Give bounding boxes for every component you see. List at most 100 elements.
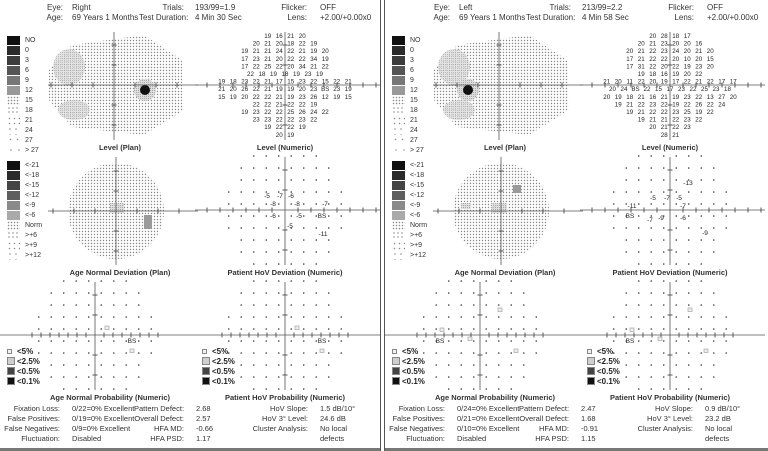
probability-dot	[137, 292, 140, 294]
level-value: 19	[672, 94, 679, 101]
probability-dot	[125, 280, 128, 282]
stat-overall-defect-label: Overall Defect:	[134, 414, 184, 423]
age-deviation-plan-plot	[433, 155, 583, 267]
deviation-dot	[327, 239, 330, 241]
level-value: 22	[672, 124, 679, 131]
level-value: 20	[603, 94, 610, 101]
probability-legend-row: <2.5%	[7, 356, 40, 366]
deviation-value: -11	[628, 203, 637, 210]
level-value: 17	[667, 86, 674, 93]
probability-legend-label: <5%	[402, 346, 419, 356]
stat-pattern-defect: 2.47	[581, 404, 596, 413]
level-value: 21	[264, 86, 271, 93]
probability-dot	[327, 352, 330, 354]
level-value: 21	[695, 48, 702, 55]
level-value: 17	[672, 79, 679, 86]
deviation-dot	[700, 227, 703, 229]
level-value: 22	[264, 94, 271, 101]
level-swatch	[7, 115, 20, 125]
level-swatch	[7, 95, 20, 105]
deviation-value: -8	[294, 201, 300, 208]
probability-dot	[712, 376, 715, 378]
level-value: 22	[310, 117, 317, 124]
deviation-dot	[315, 227, 318, 229]
probability-dot	[62, 316, 65, 318]
level-value: 20	[322, 48, 329, 55]
level-value: 26	[310, 94, 317, 101]
deviation-dot	[662, 191, 665, 193]
level-legend-row: NO	[392, 35, 424, 45]
deviation-legend-label: <-9	[25, 201, 36, 209]
probability-dot	[240, 376, 243, 378]
probability-dot	[290, 304, 293, 306]
probability-legend-label: <0.5%	[17, 366, 40, 376]
deviation-legend-label: <-18	[25, 171, 40, 179]
level-value: 21	[264, 48, 271, 55]
deviation-dot	[340, 191, 343, 193]
probability-dot	[497, 364, 500, 366]
probability-dot	[252, 316, 255, 318]
level-value: 18	[649, 71, 656, 78]
deviation-dot	[327, 227, 330, 229]
probability-swatch	[587, 348, 592, 354]
level-value: 16	[649, 94, 656, 101]
probability-dot	[340, 316, 343, 318]
stat-hfa-psd: 1.17	[196, 434, 211, 443]
level-legend-label: > 27	[410, 146, 424, 154]
probability-dot	[290, 292, 293, 294]
probability-dot	[422, 340, 425, 342]
probability-swatch	[587, 367, 595, 375]
level-value: 22	[707, 101, 714, 108]
level-value: 17	[730, 79, 737, 86]
probability-dot	[650, 292, 653, 294]
deviation-dot	[637, 239, 640, 241]
level-legend-label: 6	[25, 66, 29, 74]
level-value: 17	[626, 56, 633, 63]
deviation-dot	[327, 251, 330, 253]
deviation-dot	[290, 251, 293, 253]
probability-dot	[277, 304, 280, 306]
probability-dot	[447, 328, 450, 330]
level-value: 19	[287, 94, 294, 101]
level-value: 19	[615, 101, 622, 108]
level-legend-row: 15	[392, 95, 424, 105]
level-swatch	[7, 125, 20, 135]
deviation-dot	[290, 167, 293, 169]
level-value: 21	[661, 94, 668, 101]
probability-swatch	[392, 348, 397, 354]
level-value: 20	[276, 132, 283, 139]
level-value: 21	[264, 41, 271, 48]
level-value: 21	[649, 41, 656, 48]
probability-dot	[277, 376, 280, 378]
deviation-value: -7	[680, 203, 686, 210]
probability-dot	[290, 316, 293, 318]
level-numeric-title: Level (Numeric)	[641, 143, 699, 152]
probability-dot	[650, 376, 653, 378]
probability-legend: <5% <2.5% <0.5% <0.1%	[7, 346, 40, 386]
probability-swatch	[202, 377, 210, 385]
level-value: 22	[684, 79, 691, 86]
probability-dot	[50, 304, 53, 306]
level-value: 22	[644, 86, 651, 93]
deviation-dot	[637, 215, 640, 217]
probability-dot	[112, 304, 115, 306]
hov-probability-plot: BS	[195, 280, 380, 392]
deviation-dot	[240, 215, 243, 217]
deviation-dot	[725, 227, 728, 229]
probability-dot	[125, 328, 128, 330]
probability-dot	[112, 376, 115, 378]
deviation-dot	[265, 155, 268, 157]
deviation-dot	[252, 263, 255, 265]
header-trials: 193/99=1.9	[195, 3, 236, 12]
level-value: 15	[655, 86, 662, 93]
level-value: 20	[626, 48, 633, 55]
probability-dot	[277, 292, 280, 294]
deviation-dot	[315, 263, 318, 265]
probability-dot	[675, 364, 678, 366]
probability-dot	[522, 340, 525, 342]
probability-dot	[522, 352, 525, 354]
level-legend-label: 15	[25, 96, 33, 104]
probability-dot	[75, 304, 78, 306]
deviation-dot	[315, 251, 318, 253]
level-value: 15	[218, 94, 225, 101]
